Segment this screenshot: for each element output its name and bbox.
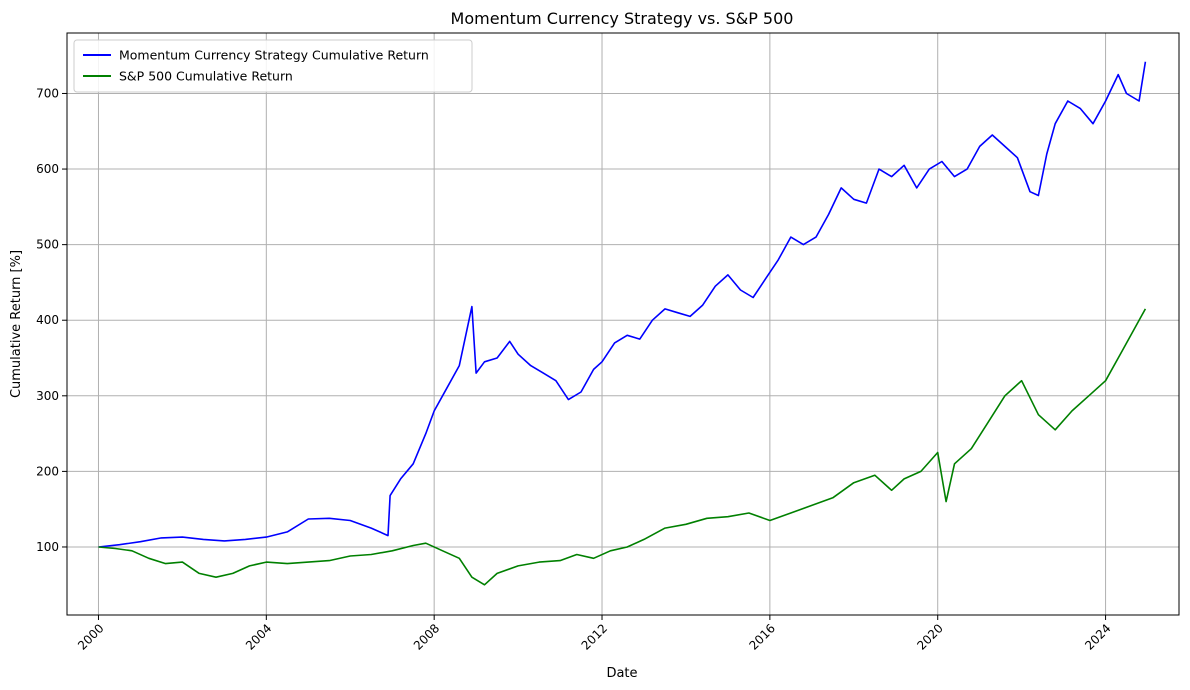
y-tick-label: 500 [36,238,59,252]
legend-box [73,39,473,93]
x-tick-label: 2004 [243,621,274,652]
x-tick-label: 2024 [1082,621,1113,652]
x-tick-label: 2020 [914,621,945,652]
legend: Momentum Currency Strategy Cumulative Re… [73,39,473,93]
x-tick-label: 2008 [411,621,442,652]
x-tick-label: 2012 [579,621,610,652]
y-axis: 100 200 300 400 500 600 700 [36,86,67,554]
series-line-1 [98,308,1147,586]
y-axis-label: Cumulative Return [%] [9,250,24,398]
y-tick-label: 200 [36,464,59,478]
chart-title: Momentum Currency Strategy vs. S&P 500 [451,9,794,28]
x-tick-label: 2016 [746,621,777,652]
x-axis: 2000 2004 2008 2012 2016 2020 2024 [75,615,1114,653]
y-tick-label: 100 [36,540,59,554]
y-tick-label: 600 [36,162,59,176]
legend-label: S&P 500 Cumulative Return [119,69,293,84]
y-tick-label: 300 [36,389,59,403]
y-tick-label: 400 [36,313,59,327]
series-line-0 [98,61,1147,548]
x-axis-label: Date [606,666,637,681]
x-tick-label: 2000 [75,621,106,652]
legend-label: Momentum Currency Strategy Cumulative Re… [119,48,429,63]
plot-frame [66,32,1180,616]
series-layer [98,61,1147,586]
grid [67,33,1179,615]
y-tick-label: 700 [36,86,59,100]
